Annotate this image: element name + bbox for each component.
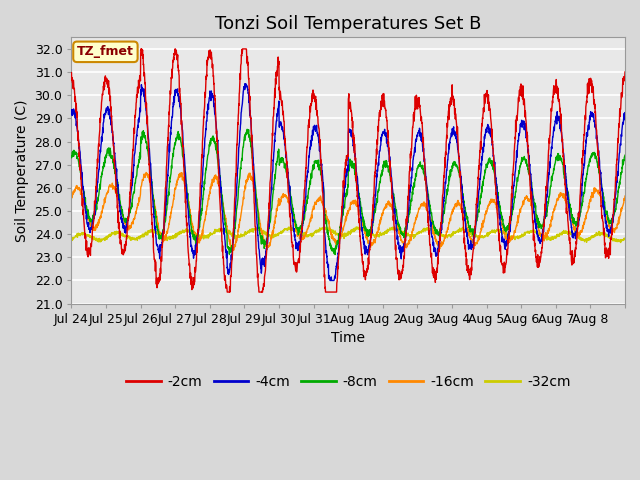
Y-axis label: Soil Temperature (C): Soil Temperature (C) xyxy=(15,99,29,242)
Title: Tonzi Soil Temperatures Set B: Tonzi Soil Temperatures Set B xyxy=(215,15,481,33)
Legend: -2cm, -4cm, -8cm, -16cm, -32cm: -2cm, -4cm, -8cm, -16cm, -32cm xyxy=(120,369,576,394)
Text: TZ_fmet: TZ_fmet xyxy=(77,45,134,59)
X-axis label: Time: Time xyxy=(332,331,365,345)
